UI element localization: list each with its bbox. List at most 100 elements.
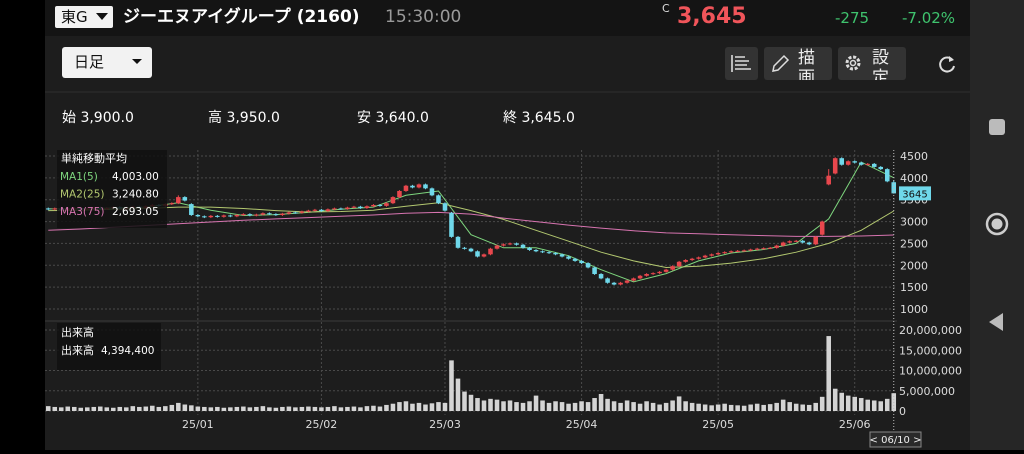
change: -275 [835, 9, 870, 27]
volume-bar [351, 406, 357, 411]
candle-body [553, 253, 558, 255]
candle-body [429, 188, 435, 196]
volume-bar [182, 404, 188, 411]
candle-body [176, 197, 181, 204]
settings-label: 設定 [872, 48, 889, 80]
candle-body [260, 213, 266, 215]
volume-bar [832, 388, 838, 411]
candle-body [709, 254, 714, 256]
candle-body [826, 175, 831, 185]
cursor-date-label: < 06/10 > [870, 435, 922, 446]
candle-body [182, 197, 188, 201]
candle-body [280, 213, 285, 216]
candle-body [306, 210, 311, 212]
candle-body [423, 184, 428, 189]
volume-bar [319, 407, 324, 411]
volume-bar [111, 407, 116, 411]
candle-body [247, 214, 253, 216]
candle-body [839, 158, 844, 165]
volume-bar [345, 406, 350, 411]
volume-bar [566, 403, 571, 411]
candle-body [670, 266, 675, 270]
volume-bar [735, 405, 740, 411]
x-tick-label: 25/04 [566, 418, 598, 431]
candle-body [462, 247, 467, 249]
candle-body [728, 251, 734, 253]
candle-body [592, 267, 597, 275]
volume-bar [494, 399, 500, 411]
last-price-label: 3645 [902, 189, 927, 200]
candle-body [878, 166, 884, 170]
volume-bar [234, 406, 240, 411]
y-tick-label: 2000 [900, 259, 928, 272]
volume-bar [683, 401, 688, 411]
volume-bar [462, 391, 467, 411]
summary-label: 高 [208, 110, 222, 126]
candle-body [780, 242, 786, 246]
refresh-button[interactable] [936, 53, 958, 75]
home-button[interactable] [985, 212, 1009, 236]
volume-bar [520, 402, 526, 411]
volume-bar [852, 396, 858, 411]
candle-body [657, 271, 662, 274]
volume-legend-box [57, 323, 161, 370]
volume-bar [813, 402, 818, 411]
market-select[interactable]: 東G [55, 6, 113, 28]
candle-body [585, 263, 591, 268]
legend-name: MA2(25) [60, 189, 104, 201]
settings-button[interactable]: 設定 [838, 47, 906, 80]
summary-value: 3,640.0 [375, 110, 429, 126]
chart: 1000150020002500300035004000450005,000,0… [45, 91, 970, 448]
cursor-date-box [869, 431, 922, 448]
candle-body [345, 207, 350, 209]
summary-label: 終 [503, 110, 517, 126]
ma-legend-box [57, 150, 167, 228]
candle-body [852, 161, 858, 163]
volume-bar [774, 402, 779, 411]
volume-bar [338, 407, 344, 411]
candle-body [228, 215, 233, 217]
candle-body [397, 190, 402, 198]
y-tick-label: 4500 [900, 150, 928, 163]
nav-icons [985, 119, 1009, 331]
volume-bar [696, 403, 701, 411]
candle-body [637, 275, 643, 279]
volume-bar [800, 404, 805, 411]
draw-button[interactable]: 描画 [764, 47, 832, 80]
market: 東G [61, 8, 88, 26]
volume-bar [104, 407, 110, 411]
volume-bar [468, 394, 474, 411]
y-tick-label: 3000 [900, 216, 928, 229]
recent-button[interactable] [989, 119, 1005, 135]
volume-bar [644, 401, 649, 411]
candle-body [468, 248, 474, 252]
candle-body [494, 245, 500, 249]
volume-bar [65, 406, 71, 411]
system-nav [970, 0, 1024, 450]
candle-body [319, 209, 324, 212]
price: 3,645 [677, 4, 747, 29]
candle-body [572, 258, 578, 261]
period-select[interactable]: 日足 [62, 47, 152, 78]
back-button[interactable] [989, 313, 1003, 331]
volume-bar [819, 396, 825, 411]
stock-name: ジーエヌアイグループ (2160) [123, 7, 360, 27]
candle-body [286, 212, 292, 214]
ma-line [48, 211, 894, 237]
candle-body [195, 215, 201, 217]
volume-bar [670, 400, 675, 411]
indicator-button[interactable] [725, 47, 758, 80]
y-tick-label: 15,000,000 [899, 344, 962, 357]
volume-bar [397, 402, 402, 411]
candle-body [748, 249, 753, 251]
list-icon [731, 55, 751, 72]
volume-bar [91, 406, 97, 411]
candle-body [618, 282, 623, 285]
volume-bar [241, 406, 246, 411]
volume-bar [624, 400, 630, 411]
volume-bar [631, 402, 636, 411]
x-tick-label: 25/02 [306, 418, 338, 431]
volume-bar [637, 403, 643, 411]
candle-body [884, 169, 890, 182]
candle-body [410, 185, 415, 188]
